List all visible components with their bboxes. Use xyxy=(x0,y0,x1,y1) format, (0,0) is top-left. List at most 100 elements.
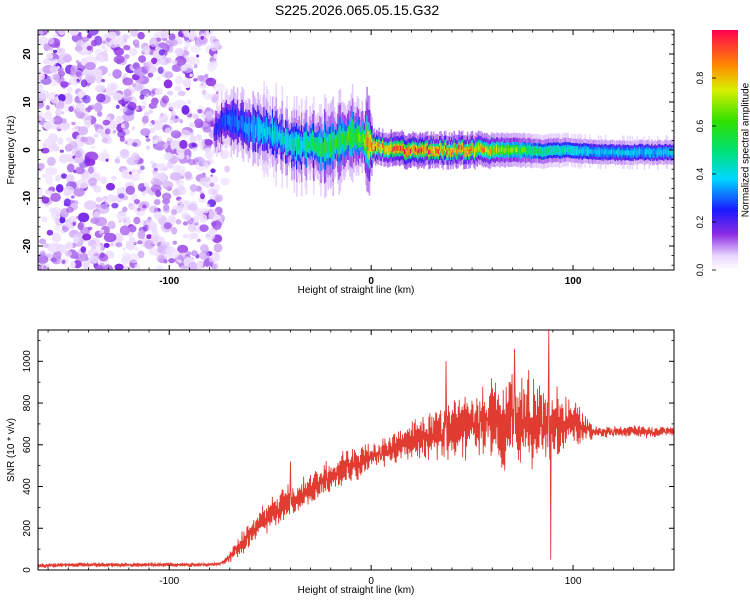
noise-blob xyxy=(200,38,207,45)
ridge-cell xyxy=(309,137,311,149)
ridge-cell xyxy=(239,120,241,129)
ridge-cell xyxy=(583,148,585,153)
ridge-cell xyxy=(573,148,576,154)
ridge-cell xyxy=(489,149,492,154)
ridge-cell xyxy=(267,126,269,140)
ridge-cell xyxy=(615,149,618,155)
noise-blob xyxy=(65,219,74,229)
noise-blob xyxy=(224,165,231,173)
noise-blob xyxy=(49,46,53,51)
ridge-cell xyxy=(522,147,525,153)
noise-blob xyxy=(111,202,119,209)
ridge-cell xyxy=(366,131,368,147)
ridge-cell xyxy=(653,150,655,156)
noise-blob xyxy=(210,168,216,174)
ridge-cell xyxy=(648,150,651,155)
ridge-cell xyxy=(595,149,597,155)
ridge-cell xyxy=(544,149,546,154)
ridge-cell xyxy=(378,142,380,147)
noise-blob xyxy=(199,224,209,232)
noise-blob xyxy=(98,253,109,262)
ridge-cell xyxy=(281,130,284,145)
colorbar-ticks: 0.0 0.2 0.4 0.6 0.8 xyxy=(695,72,716,276)
ridge-cell xyxy=(470,145,473,151)
noise-blob xyxy=(116,155,120,160)
ridge-cell xyxy=(397,146,400,151)
noise-blob xyxy=(181,65,188,72)
ridge-cell xyxy=(413,147,416,153)
noise-blob xyxy=(212,184,221,191)
ridge-cell xyxy=(242,118,245,133)
ridge-cell xyxy=(637,149,640,155)
ridge-cell xyxy=(319,139,321,151)
noise-blob xyxy=(96,128,104,135)
ridge-cell xyxy=(453,145,456,150)
ridge-cell xyxy=(659,149,662,155)
noise-blob xyxy=(214,237,221,243)
noise-blob xyxy=(158,113,169,124)
ridge-cell xyxy=(665,149,668,154)
ridge-cell xyxy=(334,139,337,149)
noise-blob xyxy=(119,225,130,236)
noise-blob xyxy=(155,119,160,124)
ridge-cell xyxy=(213,128,216,137)
noise-blob xyxy=(196,34,201,39)
noise-blob xyxy=(46,156,56,166)
ridge-cell xyxy=(376,144,378,149)
noise-blob xyxy=(75,102,85,113)
ridge-cell xyxy=(460,145,463,151)
ridge-cell xyxy=(262,128,264,140)
ridge-cell xyxy=(219,120,222,129)
ridge-cell xyxy=(345,135,348,145)
noise-blob xyxy=(75,216,79,220)
noise-blob xyxy=(120,106,127,113)
noise-blob xyxy=(109,119,118,130)
noise-blob xyxy=(99,176,108,185)
colorbar-tick-label: 0.8 xyxy=(695,72,705,85)
ridge-cell xyxy=(252,120,254,136)
ridge-cell xyxy=(270,132,273,140)
noise-blob xyxy=(150,233,159,243)
ridge-cell xyxy=(623,149,625,155)
noise-blob xyxy=(61,259,66,264)
ridge-cell xyxy=(578,149,580,155)
noise-blob xyxy=(57,94,66,102)
ridge-cell xyxy=(247,123,250,137)
noise-blob xyxy=(122,77,134,86)
ridge-cell xyxy=(586,148,589,154)
ridge-cell xyxy=(620,150,623,156)
noise-blob xyxy=(82,261,90,269)
noise-blob xyxy=(142,224,150,232)
ridge-cell xyxy=(608,149,611,155)
noise-blob xyxy=(182,78,192,89)
ridge-cell xyxy=(503,147,505,153)
ridge-cell xyxy=(419,146,422,152)
ridge-cell xyxy=(424,146,426,152)
ridge-cell xyxy=(337,137,339,149)
noise-blob xyxy=(188,122,196,128)
noise-blob xyxy=(145,145,150,150)
ridge-cell xyxy=(280,133,282,146)
noise-blob xyxy=(86,34,92,39)
ridge-cell xyxy=(589,149,591,154)
noise-blob xyxy=(68,156,73,161)
ridge-cell xyxy=(405,150,407,156)
noise-blob xyxy=(85,157,91,164)
noise-blob xyxy=(170,130,182,139)
noise-blob xyxy=(142,45,151,54)
snr-y-label: SNR (10 * v/v) xyxy=(6,418,17,482)
noise-blob xyxy=(109,39,118,48)
ridge-cell xyxy=(596,149,599,155)
noise-blob xyxy=(122,247,126,251)
ridge-cell xyxy=(380,146,383,152)
ridge-cell xyxy=(264,128,267,139)
noise-blob xyxy=(114,158,120,164)
ridge-cell xyxy=(326,142,328,153)
ridge-cell xyxy=(384,147,387,153)
ridge-cell xyxy=(521,147,523,153)
noise-blob xyxy=(120,123,126,129)
noise-blob xyxy=(171,227,178,235)
noise-blob xyxy=(85,73,96,84)
